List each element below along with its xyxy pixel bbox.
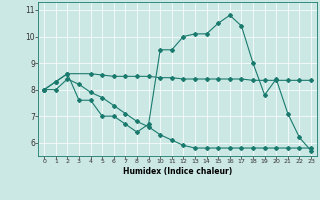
X-axis label: Humidex (Indice chaleur): Humidex (Indice chaleur)	[123, 167, 232, 176]
